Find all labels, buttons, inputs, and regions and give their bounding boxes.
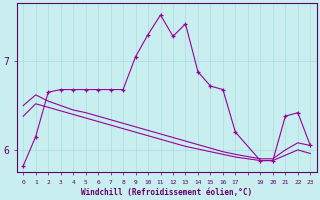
X-axis label: Windchill (Refroidissement éolien,°C): Windchill (Refroidissement éolien,°C) [81, 188, 252, 197]
